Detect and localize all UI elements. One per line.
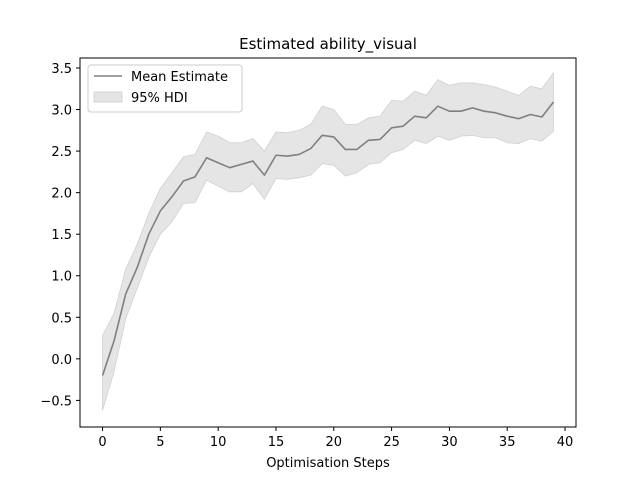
legend: Mean Estimate 95% HDI <box>87 64 243 113</box>
chart-title: Estimated ability_visual <box>239 35 417 54</box>
y-tick-label: −0.5 <box>40 394 72 409</box>
y-tick-label: 2.0 <box>51 187 72 202</box>
x-tick-label: 40 <box>557 435 574 450</box>
hdi-band <box>102 71 554 411</box>
y-tick-label: 2.5 <box>51 145 72 160</box>
y-tick-label: 3.5 <box>51 62 72 77</box>
legend-box <box>87 64 243 113</box>
legend-label-hdi: 95% HDI <box>131 91 188 106</box>
y-tick-label: 3.0 <box>51 104 72 119</box>
x-tick-label: 10 <box>210 435 227 450</box>
y-tick-label: 1.0 <box>51 270 72 285</box>
axes-frame <box>79 57 577 428</box>
x-tick-label: 15 <box>268 435 285 450</box>
legend-label-mean-estimate: Mean Estimate <box>131 70 228 85</box>
plot-area <box>101 71 555 411</box>
y-tick-label: 0.0 <box>51 353 72 368</box>
x-tick-label: 20 <box>326 435 343 450</box>
legend-swatch-hdi <box>93 91 123 103</box>
x-tick-label: 35 <box>499 435 516 450</box>
y-tick-label: 0.5 <box>51 311 72 326</box>
y-axis-ticks: −0.5 0.0 0.5 1.0 1.5 2.0 2.5 3.0 3.5 <box>40 62 80 409</box>
x-axis-label: Optimisation Steps <box>266 456 390 471</box>
x-axis-ticks: 0 5 10 15 20 25 30 35 40 <box>98 427 573 450</box>
x-tick-label: 25 <box>383 435 400 450</box>
y-tick-label: 1.5 <box>51 228 72 243</box>
x-tick-label: 30 <box>441 435 458 450</box>
x-tick-label: 0 <box>98 435 106 450</box>
mean-estimate-line <box>101 101 555 376</box>
x-tick-label: 5 <box>156 435 164 450</box>
